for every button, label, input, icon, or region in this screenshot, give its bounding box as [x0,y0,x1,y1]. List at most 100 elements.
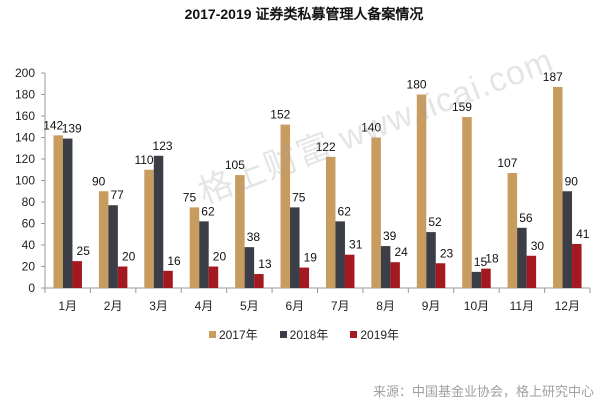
bar-2018年-10月 [471,271,482,288]
x-tick-label: 8月 [376,299,395,313]
y-tick-label: 60 [22,217,36,231]
y-tick-label: 140 [15,131,35,145]
bars [53,86,582,288]
data-label: 122 [316,140,336,154]
data-label: 30 [531,239,545,253]
x-tick-label: 11月 [510,299,534,313]
bar-2018年-8月 [380,246,391,288]
data-label: 13 [258,257,272,271]
data-label: 187 [543,70,563,84]
data-label: 52 [428,215,442,229]
bar-2019年-4月 [208,266,219,288]
bar-2019年-11月 [526,255,537,288]
x-tick-label: 4月 [195,299,214,313]
legend-item-2017: 2017年 [208,326,258,343]
bar-2019年-5月 [254,274,264,288]
x-tick-label: 10月 [464,299,489,313]
legend: 2017年 2018年 2019年 [0,326,608,343]
data-label: 90 [565,174,579,188]
x-tick-label: 12月 [555,299,580,313]
legend-item-2019: 2019年 [350,326,399,343]
data-label: 56 [519,211,533,225]
x-tick-label: 5月 [240,299,259,313]
legend-label-2018: 2018年 [289,328,329,342]
bar-2019年-3月 [163,270,173,288]
data-label: 19 [304,251,318,265]
bar-2018年-4月 [199,221,209,288]
y-tick-label: 20 [22,260,36,274]
source-note: 来源：中国基金业协会，格上研究中心 [372,384,594,399]
data-label: 77 [110,188,124,202]
legend-swatch-2018 [279,331,287,338]
legend-swatch-2019 [350,331,358,338]
data-label: 75 [292,190,306,204]
data-label: 140 [361,121,381,135]
data-label: 39 [383,229,397,243]
y-tick-label: 0 [28,281,35,295]
x-tick-label: 1月 [58,299,77,313]
y-tick-label: 40 [22,238,36,252]
data-label: 18 [485,252,499,266]
data-label: 123 [153,139,173,153]
chart-title: 2017-2019 证券类私募管理人备案情况 [184,6,424,22]
data-label: 90 [92,174,106,188]
data-label: 142 [43,118,63,132]
bar-2018年-5月 [244,247,255,288]
data-label: 31 [349,238,363,252]
bar-2018年-1月 [62,138,73,288]
bar-2018年-9月 [426,232,436,288]
legend-swatch-2017 [208,331,216,338]
y-tick-label: 80 [22,195,36,209]
bar-2019年-12月 [572,243,582,288]
bar-2017年-8月 [371,137,381,288]
data-label: 62 [201,204,215,218]
legend-label-2017: 2017年 [218,328,258,342]
data-label: 20 [213,250,227,264]
data-label: 105 [225,158,245,172]
y-tick-label: 180 [15,88,35,102]
data-label: 159 [452,100,472,114]
bar-2017年-9月 [416,94,427,288]
data-label: 41 [576,227,590,241]
x-tick-label: 2月 [104,299,123,313]
bar-2018年-12月 [562,191,573,288]
data-label: 107 [497,156,517,170]
y-tick-label: 160 [15,109,35,123]
y-tick-label: 200 [15,66,35,80]
bar-2019年-2月 [117,266,128,288]
bar-2018年-11月 [517,227,527,288]
bar-2019年-9月 [435,263,446,288]
data-label: 24 [394,245,408,259]
bar-2017年-6月 [280,124,291,288]
bar-2018年-6月 [290,207,300,288]
y-tick-label: 120 [15,152,35,166]
bar-2018年-2月 [108,205,118,288]
data-label: 152 [270,108,290,122]
x-tick-label: 6月 [285,299,304,313]
data-label: 20 [122,250,136,264]
bar-2018年-7月 [335,221,345,288]
bar-2018年-3月 [153,155,164,288]
bar-2019年-1月 [72,261,82,288]
bar-2017年-10月 [462,117,472,288]
data-label: 23 [440,246,454,260]
bar-2017年-2月 [98,191,109,288]
data-label: 62 [338,204,352,218]
bar-2017年-1月 [53,135,63,288]
bar-2019年-8月 [390,262,400,288]
bar-2019年-10月 [481,268,491,288]
data-label: 110 [134,153,153,167]
x-tick-label: 7月 [331,299,350,313]
bar-chart: 0 20 40 60 80 100 120 140 160 180 200 1月 2月 3月 4月 5月 6月 7… [15,66,591,313]
data-label: 180 [407,78,427,92]
legend-item-2018: 2018年 [279,326,329,343]
data-label: 38 [247,230,261,244]
data-label: 25 [77,244,91,258]
axes: 0 20 40 60 80 100 120 140 160 180 200 1月 2月 3月 4月 5月 6月 7… [15,66,591,313]
bar-2017年-3月 [144,169,154,288]
x-tick-label: 3月 [149,299,168,313]
bar-2017年-4月 [189,207,200,288]
data-label: 16 [167,254,181,268]
y-tick-label: 100 [15,174,35,188]
data-labels: 142 90 110 75 105 152 122 140 180 159 107 187 139 77 1… [43,70,590,271]
